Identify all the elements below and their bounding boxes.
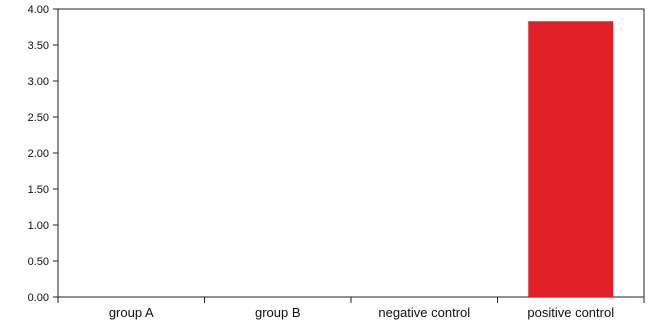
y-tick-label: 0.00 — [28, 292, 49, 304]
y-tick-label: 2.50 — [28, 112, 49, 124]
y-tick-label: 1.50 — [28, 184, 49, 196]
x-tick-label: group B — [255, 305, 301, 320]
y-tick-label: 4.00 — [28, 4, 49, 16]
x-tick-label: group A — [109, 305, 154, 320]
y-tick-label: 3.00 — [28, 76, 49, 88]
y-axis-ticks: 0.00 0.50 1.00 1.50 2.00 2.50 3.00 3.50 4.00 — [28, 4, 58, 304]
x-tick-label: positive control — [527, 305, 614, 320]
x-axis-ticks: group A group B negative control positive c… — [57, 297, 645, 320]
y-tick-label: 0.50 — [28, 256, 49, 268]
y-tick-label: 1.00 — [28, 220, 49, 232]
bars — [528, 21, 614, 298]
x-tick-label: negative control — [378, 305, 470, 320]
bar — [528, 21, 614, 298]
y-tick-label: 3.50 — [28, 40, 49, 52]
y-tick-label: 2.00 — [28, 148, 49, 160]
